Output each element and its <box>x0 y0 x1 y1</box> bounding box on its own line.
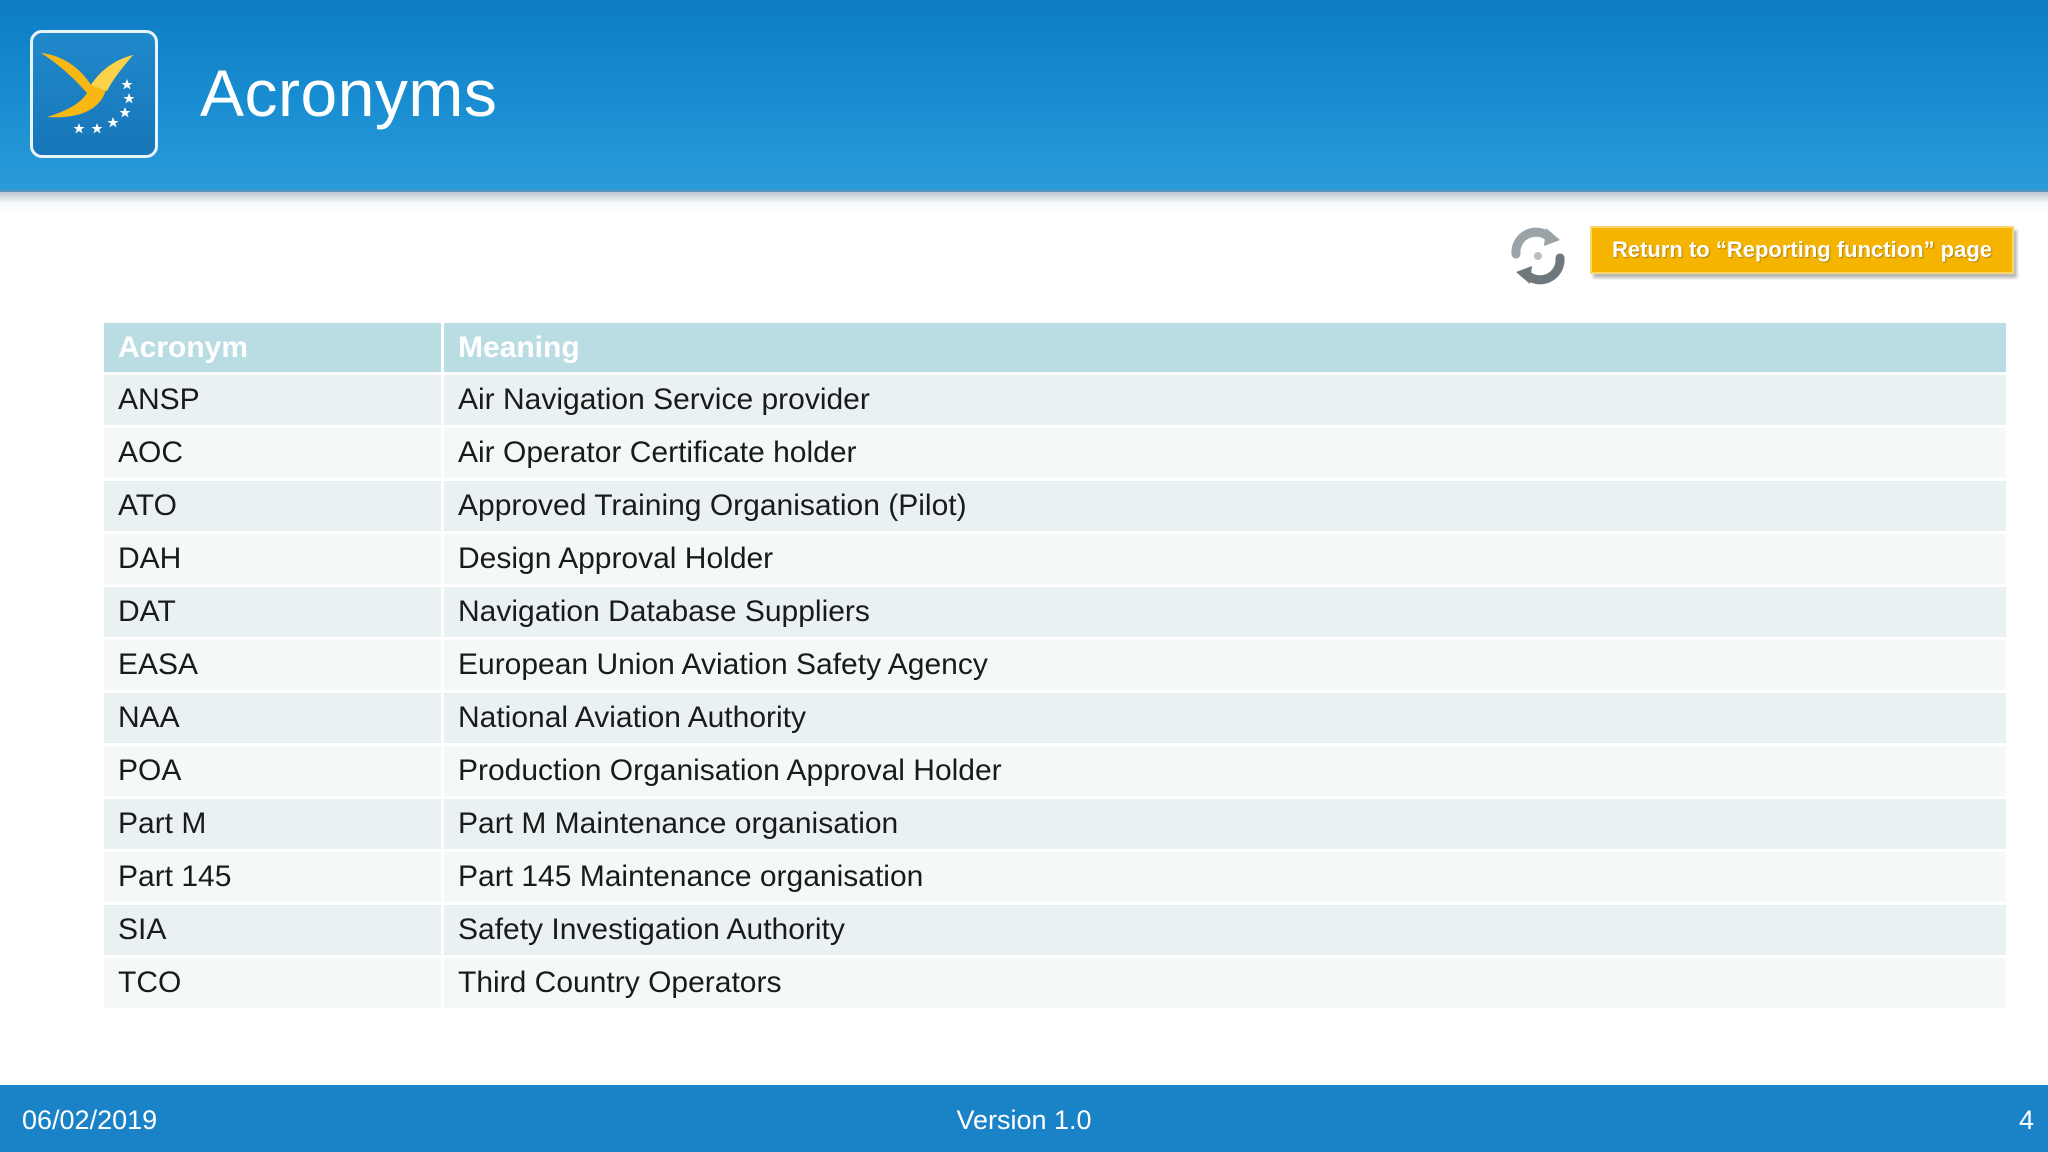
meaning-cell: Part 145 Maintenance organisation <box>444 852 2006 905</box>
table-row: DAH Design Approval Holder <box>104 534 2006 587</box>
acronym-cell: NAA <box>104 693 444 746</box>
table-row: AOC Air Operator Certificate holder <box>104 428 2006 481</box>
meaning-cell: Safety Investigation Authority <box>444 905 2006 958</box>
table-row: POA Production Organisation Approval Hol… <box>104 746 2006 799</box>
meaning-cell: Navigation Database Suppliers <box>444 587 2006 640</box>
table-row: TCO Third Country Operators <box>104 958 2006 1011</box>
column-header-acronym: Acronym <box>104 323 444 375</box>
acronym-cell: SIA <box>104 905 444 958</box>
acronym-cell: ATO <box>104 481 444 534</box>
meaning-cell: Third Country Operators <box>444 958 2006 1011</box>
acronyms-table: Acronym Meaning ANSP Air Navigation Serv… <box>104 323 2006 1011</box>
meaning-cell: Air Navigation Service provider <box>444 375 2006 428</box>
column-header-meaning: Meaning <box>444 323 2006 375</box>
acronym-cell: EASA <box>104 640 444 693</box>
page-title: Acronyms <box>200 56 498 130</box>
refresh-arrows-icon[interactable] <box>1502 224 1574 286</box>
acronym-cell: POA <box>104 746 444 799</box>
acronym-cell: DAT <box>104 587 444 640</box>
acronym-cell: ANSP <box>104 375 444 428</box>
footer-date: 06/02/2019 <box>22 1105 158 1135</box>
page-number: 4 <box>2018 1105 2034 1135</box>
table-row: NAA National Aviation Authority <box>104 693 2006 746</box>
acronym-cell: Part M <box>104 799 444 852</box>
table-row: SIA Safety Investigation Authority <box>104 905 2006 958</box>
acronym-cell: Part 145 <box>104 852 444 905</box>
meaning-cell: Production Organisation Approval Holder <box>444 746 2006 799</box>
meaning-cell: Part M Maintenance organisation <box>444 799 2006 852</box>
footer-bar: 06/02/2019 Version 1.0 4 <box>0 1085 2048 1152</box>
meaning-cell: European Union Aviation Safety Agency <box>444 640 2006 693</box>
table-row: EASA European Union Aviation Safety Agen… <box>104 640 2006 693</box>
meaning-cell: National Aviation Authority <box>444 693 2006 746</box>
meaning-cell: Approved Training Organisation (Pilot) <box>444 481 2006 534</box>
table-row: DAT Navigation Database Suppliers <box>104 587 2006 640</box>
table-row: ANSP Air Navigation Service provider <box>104 375 2006 428</box>
acronym-cell: TCO <box>104 958 444 1011</box>
footer-version: Version 1.0 <box>956 1105 1092 1135</box>
return-button-label: Return to “Reporting function” page <box>1611 237 1993 262</box>
meaning-cell: Design Approval Holder <box>444 534 2006 587</box>
header-band: Acronyms <box>0 0 2048 192</box>
table-row: ATO Approved Training Organisation (Pilo… <box>104 481 2006 534</box>
table-row: Part M Part M Maintenance organisation <box>104 799 2006 852</box>
header-shadow <box>0 190 2048 214</box>
acronym-cell: DAH <box>104 534 444 587</box>
easa-logo-icon <box>30 30 158 158</box>
acronym-cell: AOC <box>104 428 444 481</box>
table-header-row: Acronym Meaning <box>104 323 2006 375</box>
return-to-reporting-function-button[interactable]: Return to “Reporting function” page <box>1590 226 2014 274</box>
meaning-cell: Air Operator Certificate holder <box>444 428 2006 481</box>
table-row: Part 145 Part 145 Maintenance organisati… <box>104 852 2006 905</box>
